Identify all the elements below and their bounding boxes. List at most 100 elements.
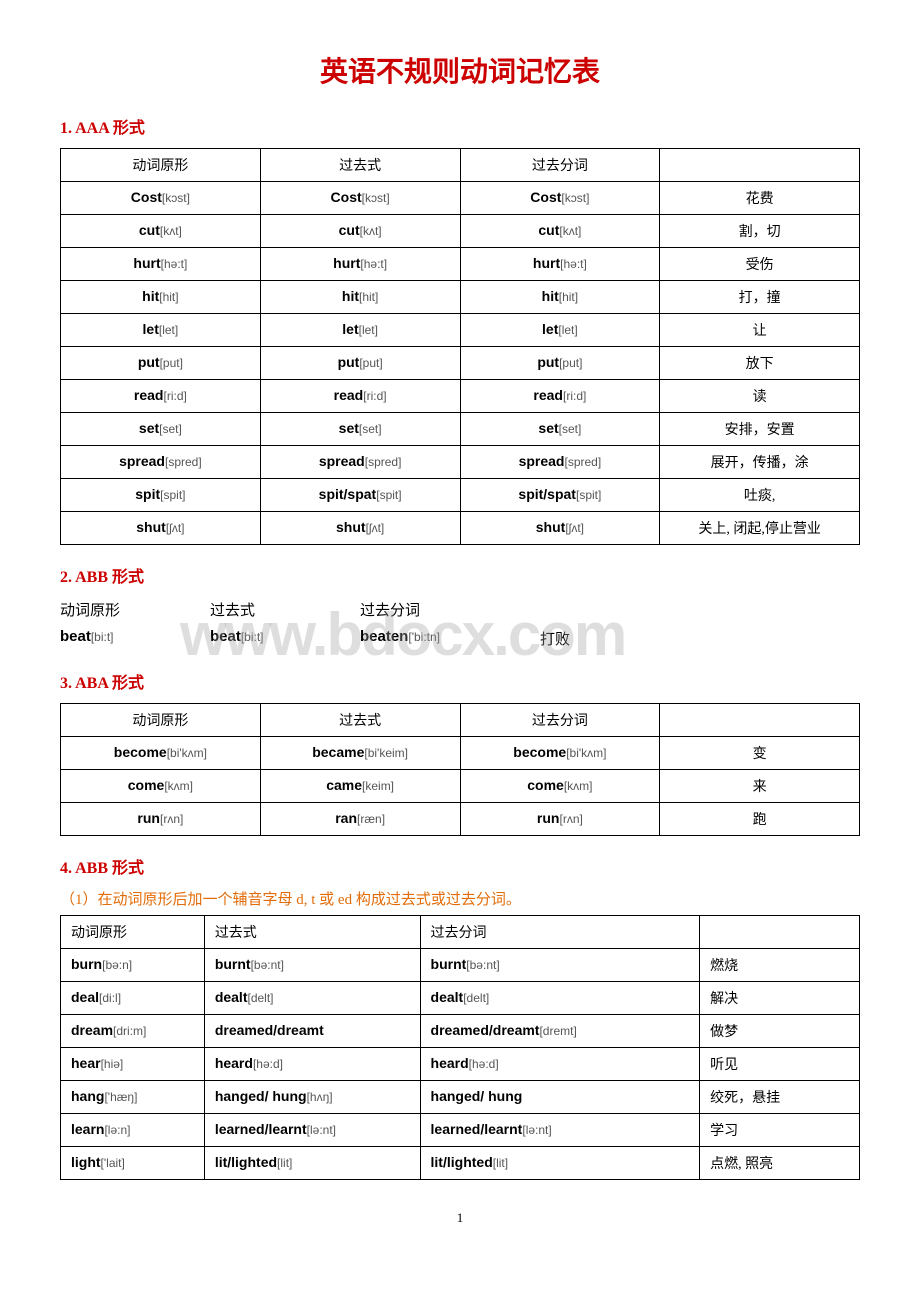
header-pp: 过去分词	[420, 916, 700, 949]
table-row: learn[lə:n]learned/learnt[lə:nt]learned/…	[61, 1114, 860, 1147]
table-row: set[set]set[set]set[set]安排，安置	[61, 413, 860, 446]
meaning-cell: 打，撞	[660, 281, 860, 314]
meaning-cell: 安排，安置	[660, 413, 860, 446]
table-row: run[rʌn]ran[ræn]run[rʌn]跑	[61, 803, 860, 836]
meaning-cell: 变	[660, 737, 860, 770]
table-row: read[ri:d]read[ri:d]read[ri:d]读	[61, 380, 860, 413]
meaning-cell: 受伤	[660, 248, 860, 281]
table-row: come[kʌm]came[keim]come[kʌm]来	[61, 770, 860, 803]
table-row: put[put]put[put]put[put]放下	[61, 347, 860, 380]
page-number: 1	[60, 1210, 860, 1226]
verb-cell: Cost[kɔst]	[260, 182, 460, 215]
verb-cell: run[rʌn]	[61, 803, 261, 836]
table-header-row: 动词原形 过去式 过去分词	[61, 916, 860, 949]
meaning-cell: 燃烧	[700, 949, 860, 982]
section2-headers: 动词原形 过去式 过去分词	[60, 597, 860, 622]
verb-cell: hang['hæŋ]	[61, 1081, 205, 1114]
meaning-cell: 解决	[700, 982, 860, 1015]
header-meaning	[660, 149, 860, 182]
verb-cell: become[bi'kʌm]	[460, 737, 660, 770]
page-title: 英语不规则动词记忆表	[60, 50, 860, 90]
table-row: hurt[hə:t]hurt[hə:t]hurt[hə:t]受伤	[61, 248, 860, 281]
verb-cell: ran[ræn]	[260, 803, 460, 836]
header-base: 动词原形	[61, 916, 205, 949]
cell-meaning: 打败	[540, 626, 860, 651]
cell-base: beat[bi:t]	[60, 626, 210, 651]
header-pp: 过去分词	[460, 149, 660, 182]
verb-cell: spread[spred]	[260, 446, 460, 479]
header-past: 过去式	[260, 704, 460, 737]
meaning-cell: 读	[660, 380, 860, 413]
section2-title: 2. ABB 形式	[60, 563, 860, 587]
verb-cell: hit[hit]	[460, 281, 660, 314]
verb-cell: hanged/ hung	[420, 1081, 700, 1114]
verb-cell: learned/learnt[lə:nt]	[204, 1114, 420, 1147]
header-base: 动词原形	[60, 597, 210, 622]
verb-cell: set[set]	[260, 413, 460, 446]
header-meaning	[660, 704, 860, 737]
verb-cell: shut[ʃʌt]	[260, 512, 460, 545]
verb-cell: cut[kʌt]	[260, 215, 460, 248]
header-meaning	[700, 916, 860, 949]
section4-title: 4. ABB 形式	[60, 854, 860, 878]
verb-cell: cut[kʌt]	[460, 215, 660, 248]
meaning-cell: 割，切	[660, 215, 860, 248]
verb-cell: shut[ʃʌt]	[460, 512, 660, 545]
verb-cell: hanged/ hung[hʌŋ]	[204, 1081, 420, 1114]
table-row: shut[ʃʌt]shut[ʃʌt]shut[ʃʌt]关上, 闭起,停止营业	[61, 512, 860, 545]
verb-cell: learned/learnt[lə:nt]	[420, 1114, 700, 1147]
verb-cell: dealt[delt]	[204, 982, 420, 1015]
verb-cell: learn[lə:n]	[61, 1114, 205, 1147]
verb-cell: let[let]	[61, 314, 261, 347]
table-row: hear[hiə]heard[hə:d]heard[hə:d]听见	[61, 1048, 860, 1081]
header-meaning	[540, 597, 860, 622]
meaning-cell: 点燃, 照亮	[700, 1147, 860, 1180]
verb-cell: spread[spred]	[460, 446, 660, 479]
table-row: let[let]let[let]let[let]让	[61, 314, 860, 347]
verb-cell: read[ri:d]	[460, 380, 660, 413]
verb-cell: set[set]	[460, 413, 660, 446]
meaning-cell: 做梦	[700, 1015, 860, 1048]
verb-cell: became[bi'keim]	[260, 737, 460, 770]
table-row: become[bi'kʌm]became[bi'keim]become[bi'k…	[61, 737, 860, 770]
verb-cell: burnt[bə:nt]	[420, 949, 700, 982]
verb-cell: dreamed/dreamt[dremt]	[420, 1015, 700, 1048]
table-row: cut[kʌt]cut[kʌt]cut[kʌt]割，切	[61, 215, 860, 248]
verb-cell: hurt[hə:t]	[260, 248, 460, 281]
verb-cell: Cost[kɔst]	[61, 182, 261, 215]
table-row: deal[di:l]dealt[delt]dealt[delt]解决	[61, 982, 860, 1015]
verb-cell: hit[hit]	[61, 281, 261, 314]
verb-cell: become[bi'kʌm]	[61, 737, 261, 770]
table-row: hang['hæŋ]hanged/ hung[hʌŋ]hanged/ hung绞…	[61, 1081, 860, 1114]
verb-cell: shut[ʃʌt]	[61, 512, 261, 545]
verb-cell: came[keim]	[260, 770, 460, 803]
cell-past: beat[bi:t]	[210, 626, 360, 651]
verb-cell: run[rʌn]	[460, 803, 660, 836]
header-pp: 过去分词	[360, 597, 540, 622]
verb-cell: let[let]	[260, 314, 460, 347]
verb-cell: set[set]	[61, 413, 261, 446]
section2-row: beat[bi:t] beat[bi:t] beaten['bi:tn] 打败	[60, 626, 860, 651]
verb-cell: read[ri:d]	[260, 380, 460, 413]
table-row: spit[spit]spit/spat[spit]spit/spat[spit]…	[61, 479, 860, 512]
table-aaa: 动词原形 过去式 过去分词 Cost[kɔst]Cost[kɔst]Cost[k…	[60, 148, 860, 545]
verb-cell: spit/spat[spit]	[460, 479, 660, 512]
meaning-cell: 来	[660, 770, 860, 803]
meaning-cell: 花费	[660, 182, 860, 215]
table-row: light['lait]lit/lighted[lit]lit/lighted[…	[61, 1147, 860, 1180]
verb-cell: dream[dri:m]	[61, 1015, 205, 1048]
table-row: Cost[kɔst]Cost[kɔst]Cost[kɔst]花费	[61, 182, 860, 215]
verb-cell: lit/lighted[lit]	[420, 1147, 700, 1180]
verb-cell: come[kʌm]	[61, 770, 261, 803]
meaning-cell: 绞死，悬挂	[700, 1081, 860, 1114]
table-abb: 动词原形 过去式 过去分词 burn[bə:n]burnt[bə:nt]burn…	[60, 915, 860, 1180]
table-row: dream[dri:m]dreamed/dreamtdreamed/dreamt…	[61, 1015, 860, 1048]
section4-subtitle: （1）在动词原形后加一个辅音字母 d, t 或 ed 构成过去式或过去分词。	[60, 888, 860, 909]
verb-cell: spit[spit]	[61, 479, 261, 512]
verb-cell: lit/lighted[lit]	[204, 1147, 420, 1180]
verb-cell: come[kʌm]	[460, 770, 660, 803]
meaning-cell: 跑	[660, 803, 860, 836]
verb-cell: let[let]	[460, 314, 660, 347]
verb-cell: deal[di:l]	[61, 982, 205, 1015]
verb-cell: put[put]	[460, 347, 660, 380]
